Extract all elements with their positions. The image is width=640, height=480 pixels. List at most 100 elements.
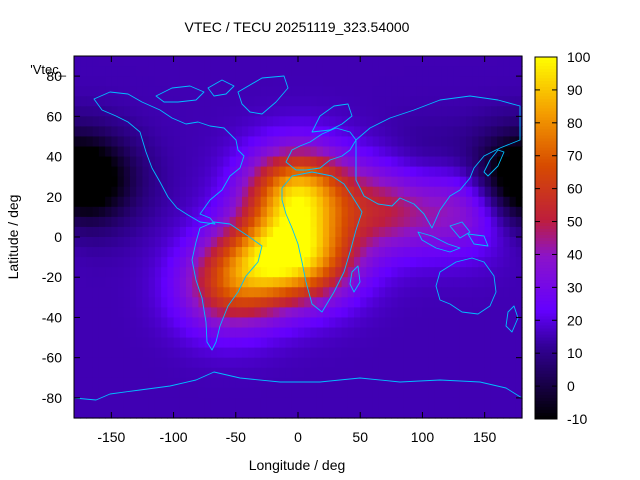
heatmap-cell	[354, 136, 361, 148]
colorbar-segment	[535, 385, 557, 390]
heatmap-cell	[490, 116, 498, 127]
heatmap-cell	[403, 287, 411, 298]
heatmap-cell	[434, 66, 442, 77]
heatmap-cell	[466, 116, 473, 127]
heatmap-cell	[98, 226, 106, 238]
heatmap-cell	[130, 156, 137, 168]
heatmap-cell	[136, 166, 144, 178]
heatmap-cell	[74, 277, 81, 288]
heatmap-cell	[441, 166, 448, 178]
heatmap-cell	[366, 126, 374, 138]
heatmap-cell	[198, 186, 206, 198]
heatmap-cell	[515, 206, 523, 218]
heatmap-cell	[335, 96, 343, 107]
heatmap-cell	[223, 146, 231, 158]
heatmap-cell	[117, 317, 125, 329]
heatmap-cell	[223, 196, 231, 208]
colorbar-segment	[535, 126, 557, 130]
heatmap-cell	[254, 287, 262, 298]
heatmap-cell	[472, 206, 480, 218]
heatmap-cell	[248, 196, 256, 208]
heatmap-cell	[279, 247, 287, 258]
heatmap-cell	[223, 257, 231, 268]
heatmap-cell	[242, 337, 249, 349]
heatmap-cell	[354, 116, 361, 127]
heatmap-cell	[223, 267, 231, 278]
heatmap-cell	[372, 176, 380, 188]
heatmap-cell	[273, 407, 280, 419]
heatmap-cell	[484, 387, 492, 399]
heatmap-cell	[453, 216, 461, 228]
heatmap-cell	[260, 347, 268, 359]
heatmap-cell	[453, 347, 461, 359]
heatmap-cell	[130, 237, 137, 248]
heatmap-cell	[179, 166, 187, 178]
heatmap-cell	[80, 327, 88, 339]
heatmap-cell	[316, 136, 324, 148]
heatmap-cell	[86, 257, 94, 268]
heatmap-cell	[441, 186, 448, 198]
heatmap-cell	[322, 367, 330, 379]
heatmap-cell	[279, 106, 287, 117]
heatmap-cell	[186, 277, 193, 288]
heatmap-cell	[490, 237, 498, 248]
heatmap-cell	[186, 186, 193, 198]
heatmap-cell	[391, 237, 399, 248]
heatmap-cell	[322, 226, 330, 238]
heatmap-cell	[397, 287, 405, 298]
heatmap-cell	[378, 126, 386, 138]
heatmap-cell	[478, 287, 486, 298]
heatmap-cell	[354, 206, 361, 218]
heatmap-cell	[266, 357, 274, 369]
heatmap-cell	[260, 357, 268, 369]
heatmap-cell	[235, 247, 243, 258]
heatmap-cell	[304, 377, 312, 389]
heatmap-cell	[210, 377, 218, 389]
heatmap-cell	[117, 166, 125, 178]
heatmap-cell	[385, 156, 392, 168]
heatmap-cell	[459, 216, 467, 228]
heatmap-cell	[422, 257, 430, 268]
heatmap-cell	[248, 176, 256, 188]
heatmap-cell	[130, 196, 137, 208]
heatmap-cell	[347, 337, 355, 349]
heatmap-cell	[410, 206, 417, 218]
heatmap-cell	[98, 377, 106, 389]
heatmap-cell	[123, 367, 131, 379]
heatmap-cell	[235, 267, 243, 278]
heatmap-cell	[310, 146, 318, 158]
heatmap-cell	[484, 277, 492, 288]
heatmap-cell	[105, 146, 112, 158]
heatmap-cell	[310, 397, 318, 409]
heatmap-cell	[210, 287, 218, 298]
heatmap-cell	[391, 277, 399, 288]
heatmap-cell	[322, 277, 330, 288]
heatmap-cell	[273, 156, 280, 168]
heatmap-cell	[459, 397, 467, 409]
heatmap-cell	[173, 76, 181, 87]
heatmap-cell	[223, 397, 231, 409]
heatmap-cell	[366, 216, 374, 228]
heatmap-cell	[428, 237, 436, 248]
heatmap-cell	[447, 247, 455, 258]
heatmap-cell	[316, 347, 324, 359]
heatmap-cell	[198, 337, 206, 349]
coastline-japan	[483, 149, 505, 177]
heatmap-cell	[98, 56, 106, 67]
heatmap-cell	[266, 277, 274, 288]
colorbar-segment	[535, 322, 557, 326]
heatmap-cell	[273, 216, 280, 228]
heatmap-cell	[167, 397, 175, 409]
heatmap-cell	[148, 166, 156, 178]
heatmap-cell	[248, 146, 256, 158]
heatmap-cell	[98, 307, 106, 319]
heatmap-cell	[397, 56, 405, 67]
heatmap-cell	[316, 257, 324, 268]
x-tick-label: 150	[473, 429, 497, 445]
heatmap-cell	[179, 257, 187, 268]
heatmap-cell	[515, 196, 523, 208]
heatmap-cell	[179, 56, 187, 67]
heatmap-cell	[167, 66, 175, 77]
heatmap-cell	[86, 247, 94, 258]
heatmap-cell	[459, 206, 467, 218]
